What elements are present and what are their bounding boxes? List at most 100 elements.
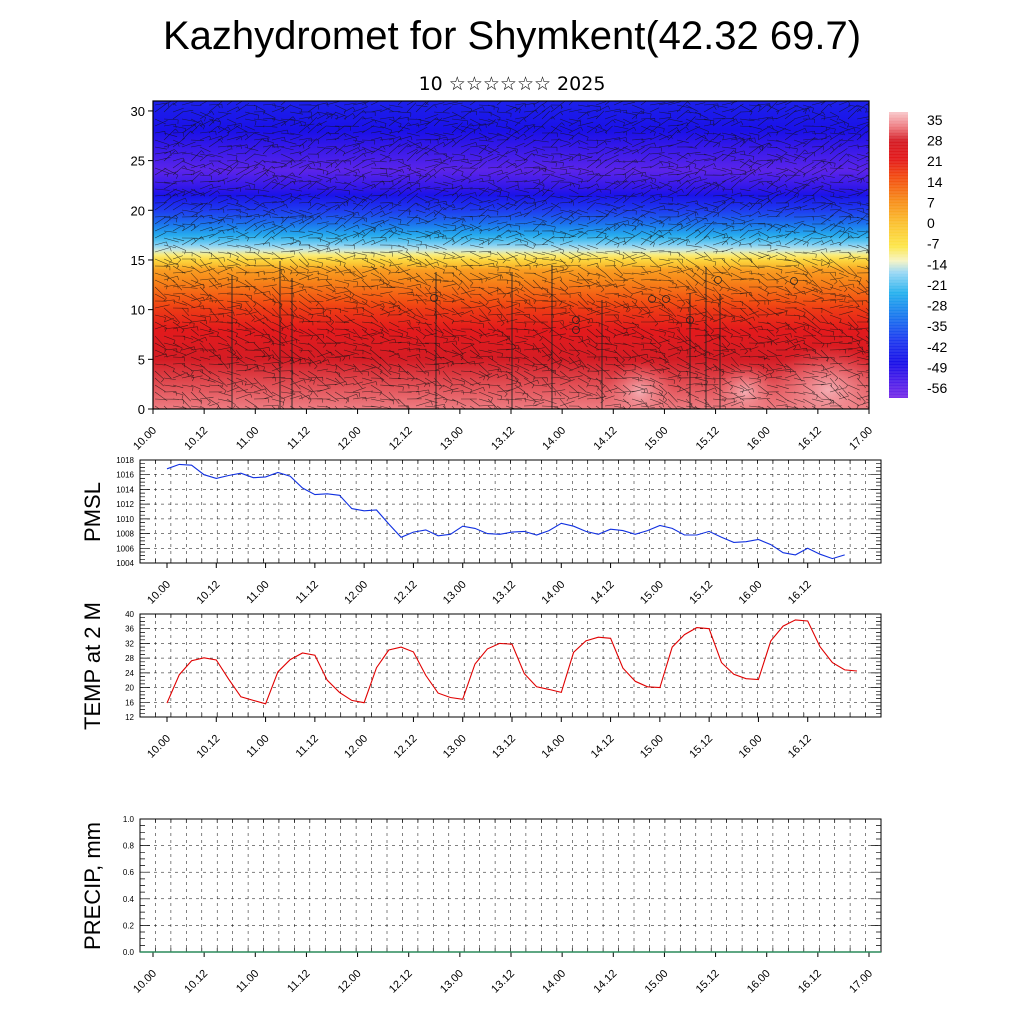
y-tick-label: 20 — [125, 684, 134, 693]
y-tick-label: 0.0 — [123, 948, 135, 957]
calm-marker — [662, 295, 670, 303]
colorbar-label: -28 — [927, 298, 947, 314]
x-tick-label: 10.00 — [145, 733, 173, 761]
x-tick-label: 10.12 — [194, 733, 222, 761]
grid-lines — [139, 613, 882, 718]
calm-marker — [790, 277, 798, 285]
x-tick-label: 12.12 — [387, 968, 415, 996]
y-tick-label: 32 — [125, 639, 134, 648]
y-tick-label: 1008 — [116, 530, 134, 539]
x-tick-label: 12.00 — [342, 733, 370, 761]
calm-marker — [430, 294, 438, 302]
x-tick-label: 12.12 — [387, 425, 415, 453]
warm-blob — [713, 364, 777, 409]
x-tick-label: 16.12 — [796, 425, 824, 453]
x-tick-label: 15.12 — [694, 968, 722, 996]
calm-marker — [714, 276, 722, 284]
x-tick-label: 11.12 — [294, 579, 321, 606]
y-tick-label: 15 — [131, 253, 145, 268]
x-tick-label: 14.12 — [589, 733, 617, 761]
x-tick-label: 14.00 — [539, 579, 567, 607]
y-tick-label: 16 — [125, 698, 134, 707]
y-tick-label: 1006 — [116, 544, 134, 553]
colorbar-label: 21 — [927, 153, 943, 169]
calm-marker — [648, 295, 656, 303]
x-tick-label: 12.00 — [342, 579, 370, 607]
colorbar-label: -56 — [927, 380, 947, 396]
x-tick-label: 17.00 — [847, 425, 875, 453]
x-tick-label: 13.00 — [441, 733, 469, 761]
y-tick-label: 1016 — [116, 471, 134, 480]
colorbar-label: -42 — [927, 339, 947, 355]
x-tick-label: 16.00 — [737, 733, 765, 761]
y-tick-label: 20 — [131, 203, 145, 218]
cross-section-panel: 0 5 10 15 20 25 30 10.00 10.12 11.00 11.12 12.00 12.… — [131, 100, 875, 453]
x-tick-label: 10.12 — [182, 968, 210, 996]
x-tick-label: 12.00 — [336, 968, 364, 996]
warm-blob — [605, 362, 675, 409]
calm-marker — [572, 316, 580, 324]
y-tick-label: 24 — [125, 669, 134, 678]
x-tick-label: 14.00 — [540, 968, 568, 996]
chart-subtitle: 10 ☆☆☆☆☆☆ 2025 — [418, 73, 606, 95]
x-tick-label: 15.12 — [687, 579, 715, 607]
x-tick-label: 17.00 — [847, 968, 875, 996]
x-tick-label: 14.00 — [540, 425, 568, 453]
y-tick-label: 1.0 — [123, 815, 135, 824]
grid-lines — [139, 818, 882, 953]
x-tick-label: 15.00 — [638, 579, 666, 607]
y-tick-label: 10 — [131, 303, 145, 318]
x-tick-label: 11.00 — [234, 425, 261, 452]
x-tick-label: 14.12 — [591, 968, 619, 996]
x-tick-label: 14.12 — [589, 579, 617, 607]
y-tick-label: 36 — [125, 625, 134, 634]
colorbar-label: 28 — [927, 133, 943, 149]
x-tick-label: 12.00 — [336, 425, 364, 453]
x-tick-label: 13.00 — [441, 579, 469, 607]
x-tick-label: 13.12 — [489, 425, 517, 453]
x-tick-label: 13.12 — [489, 968, 517, 996]
colorbar-label: 35 — [927, 112, 943, 128]
y-tick-label: 0.2 — [123, 921, 135, 930]
colorbar: 35 28 21 14 7 0 -7 -14 -21 -28 -35 -42 -49 -56 — [889, 112, 947, 398]
colorbar-label: 7 — [927, 194, 935, 210]
x-tick-label: 15.12 — [687, 733, 715, 761]
x-tick-label: 16.12 — [786, 579, 814, 607]
x-tick-label: 16.12 — [796, 968, 824, 996]
wind-barbs — [154, 101, 869, 409]
x-tick-label: 11.12 — [285, 968, 312, 995]
temp-panel: 12 16 20 24 28 32 36 40 TEMP at 2 M 10.00 10.12 11.… — [80, 602, 882, 761]
x-tick-label: 10.12 — [194, 579, 222, 607]
x-tick-label: 10.00 — [131, 968, 159, 996]
x-tick-label: 16.12 — [786, 733, 814, 761]
x-tick-label: 13.12 — [490, 733, 518, 761]
y-tick-label: 25 — [131, 154, 145, 169]
y-tick-label: 12 — [125, 713, 134, 722]
plot-frame — [139, 613, 882, 718]
y-tick-label: 0.4 — [123, 895, 135, 904]
data-series-line — [166, 463, 845, 560]
x-tick-label: 12.12 — [392, 579, 420, 607]
colorbar-label: -7 — [927, 236, 940, 252]
x-tick-label: 15.00 — [643, 425, 671, 453]
x-tick-label: 14.00 — [539, 733, 567, 761]
grid-lines — [139, 459, 882, 564]
x-tick-label: 16.00 — [745, 968, 773, 996]
y-tick-label: 0 — [138, 402, 145, 417]
x-tick-label: 13.12 — [490, 579, 518, 607]
x-tick-label: 16.00 — [745, 425, 773, 453]
x-tick-label: 15.12 — [694, 425, 722, 453]
y-tick-label: 1012 — [116, 500, 134, 509]
y-tick-label: 0.6 — [123, 868, 135, 877]
colorbar-ramp — [889, 112, 908, 398]
x-tick-label: 13.00 — [438, 425, 466, 453]
y-tick-label: 5 — [138, 352, 145, 367]
pmsl-panel: 1004 1006 1008 1010 1012 1014 1016 1018 PMSL 10.0… — [80, 456, 882, 607]
colorbar-label: -21 — [927, 277, 947, 293]
x-tick-label: 11.00 — [244, 579, 271, 606]
warm-blob — [768, 345, 869, 409]
y-axis-label: TEMP at 2 M — [80, 602, 105, 730]
x-tick-label: 10.00 — [145, 579, 173, 607]
y-tick-label: 30 — [131, 104, 145, 119]
